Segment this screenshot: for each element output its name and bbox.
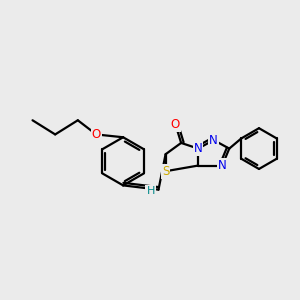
Text: N: N xyxy=(194,142,203,155)
Text: S: S xyxy=(162,165,169,178)
Text: O: O xyxy=(92,128,101,141)
Text: N: N xyxy=(209,134,218,147)
Text: H: H xyxy=(146,186,155,196)
Text: O: O xyxy=(171,118,180,131)
Text: N: N xyxy=(218,159,226,172)
